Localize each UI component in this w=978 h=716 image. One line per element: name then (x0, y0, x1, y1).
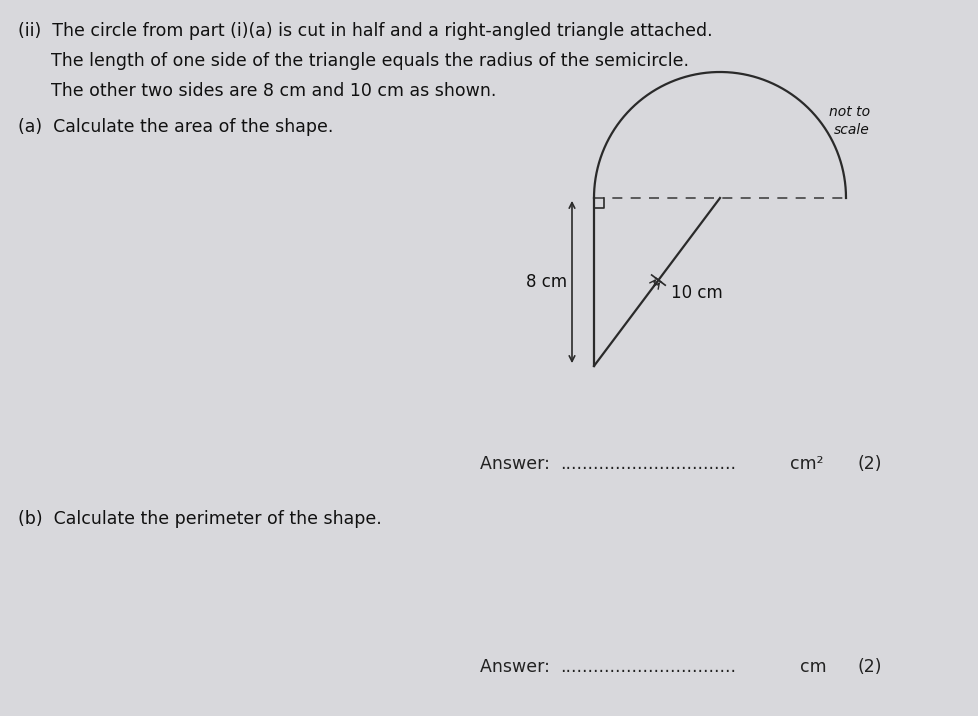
Text: (a)  Calculate the area of the shape.: (a) Calculate the area of the shape. (18, 118, 333, 136)
Text: (2): (2) (857, 455, 881, 473)
Text: (b)  Calculate the perimeter of the shape.: (b) Calculate the perimeter of the shape… (18, 510, 381, 528)
Text: 8 cm: 8 cm (525, 273, 566, 291)
Text: 10 cm: 10 cm (671, 284, 723, 302)
Text: cm: cm (799, 658, 825, 676)
Text: ................................: ................................ (559, 455, 735, 473)
Text: (ii)  The circle from part (i)(a) is cut in half and a right-angled triangle att: (ii) The circle from part (i)(a) is cut … (18, 22, 712, 40)
Text: The other two sides are 8 cm and 10 cm as shown.: The other two sides are 8 cm and 10 cm a… (18, 82, 496, 100)
Text: (2): (2) (857, 658, 881, 676)
Text: not to
scale: not to scale (828, 105, 869, 137)
Text: Answer:: Answer: (479, 455, 555, 473)
Text: Answer:: Answer: (479, 658, 555, 676)
Text: ................................: ................................ (559, 658, 735, 676)
Text: cm²: cm² (789, 455, 822, 473)
Text: The length of one side of the triangle equals the radius of the semicircle.: The length of one side of the triangle e… (18, 52, 689, 70)
